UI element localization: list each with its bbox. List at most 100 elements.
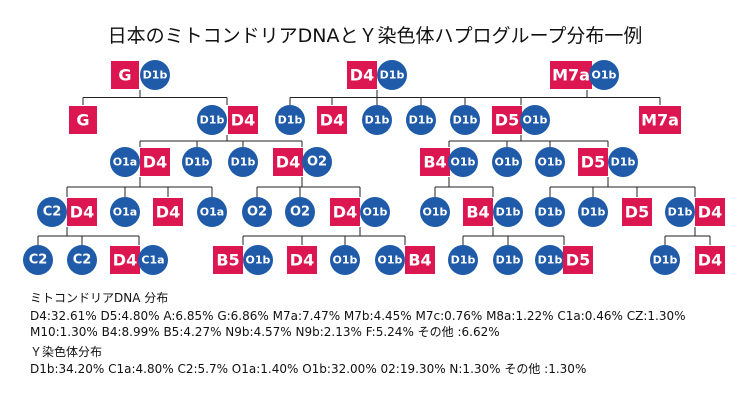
mt-line: D4:32.61% D5:4.80% A:6.85% G:6.86% M7a:7… bbox=[30, 309, 686, 323]
mtdna-square bbox=[405, 246, 435, 274]
y-label: O1b bbox=[495, 156, 520, 169]
y-label: O1b bbox=[333, 254, 358, 267]
edge bbox=[664, 227, 711, 245]
y-circle bbox=[285, 197, 315, 227]
edge bbox=[82, 90, 228, 105]
y-circle bbox=[406, 105, 436, 135]
mtdna-label: B4 bbox=[466, 203, 489, 222]
mtdna-label: G bbox=[76, 111, 89, 130]
mtdna-label: D4 bbox=[143, 153, 167, 172]
y-label: O1b bbox=[246, 254, 271, 267]
mtdna-square bbox=[639, 106, 681, 134]
mtdna-label: D4 bbox=[231, 111, 255, 130]
y-label: C2 bbox=[29, 253, 48, 268]
mtdna-square bbox=[550, 61, 592, 89]
y-label: C1a bbox=[141, 254, 164, 267]
title: 日本のミトコンドリアDNAとＹ染色体ハプログループ分布一例 bbox=[108, 25, 643, 47]
mtdna-square bbox=[330, 198, 360, 226]
mtdna-square bbox=[347, 61, 377, 89]
mtdna-square bbox=[153, 198, 183, 226]
mtdna-square bbox=[463, 198, 493, 226]
mt-line: M10:1.30% B4:8.99% B5:4.27% N9b:4.57% N9… bbox=[30, 325, 500, 339]
y-circle bbox=[665, 197, 695, 227]
y-circle bbox=[535, 245, 565, 275]
y-label: D1b bbox=[653, 254, 678, 267]
y-label: O2 bbox=[290, 205, 310, 220]
y-circle bbox=[377, 60, 407, 90]
y-label: O1b bbox=[451, 156, 476, 169]
y-label: C2 bbox=[73, 253, 92, 268]
edge bbox=[289, 90, 522, 105]
y-circle bbox=[578, 197, 608, 227]
y-circle bbox=[493, 197, 523, 227]
mtdna-label: D4 bbox=[320, 111, 344, 130]
mtdna-label: D4 bbox=[333, 203, 357, 222]
y-label: O1b bbox=[538, 156, 563, 169]
y-circle bbox=[448, 147, 478, 177]
y-circle bbox=[450, 105, 480, 135]
mtdna-square bbox=[228, 106, 258, 134]
y-label: D1b bbox=[668, 206, 693, 219]
y-label: D1b bbox=[143, 69, 168, 82]
edge bbox=[520, 90, 661, 105]
y-circle bbox=[535, 197, 565, 227]
y-circle bbox=[275, 105, 305, 135]
y-heading: Ｙ染色体分布 bbox=[30, 344, 102, 359]
y-circle bbox=[67, 245, 97, 275]
y-label: D1b bbox=[278, 114, 303, 127]
mtdna-label: D4 bbox=[70, 203, 94, 222]
mt-heading: ミトコンドリアDNA 分布 bbox=[30, 291, 168, 305]
y-label: D1b bbox=[496, 206, 521, 219]
y-circle bbox=[23, 245, 53, 275]
mtdna-square bbox=[140, 148, 170, 176]
mtdna-label: D4 bbox=[113, 251, 137, 270]
y-label: D1b bbox=[611, 156, 636, 169]
mtdna-label: D4 bbox=[350, 66, 374, 85]
y-circle bbox=[197, 197, 227, 227]
mtdna-square bbox=[695, 246, 725, 274]
y-label: D1b bbox=[200, 114, 225, 127]
mtdna-label: D4 bbox=[156, 203, 180, 222]
mtdna-label: D4 bbox=[698, 203, 722, 222]
edge bbox=[549, 177, 696, 197]
mtdna-square bbox=[213, 246, 243, 274]
y-circle bbox=[493, 245, 523, 275]
y-label: O1b bbox=[592, 69, 617, 82]
y-label: O1a bbox=[113, 206, 137, 219]
y-circle bbox=[110, 147, 140, 177]
y-label: O1a bbox=[200, 206, 224, 219]
y-label: C2 bbox=[43, 205, 62, 220]
mtdna-square bbox=[578, 148, 608, 176]
y-circle bbox=[492, 147, 522, 177]
y-label: D1b bbox=[231, 156, 256, 169]
y-label: D1b bbox=[496, 254, 521, 267]
edge bbox=[37, 227, 140, 245]
mtdna-label: D4 bbox=[698, 251, 722, 270]
mtdna-label: D4 bbox=[290, 251, 314, 270]
y-label: O1b bbox=[378, 254, 403, 267]
mtdna-square bbox=[67, 198, 97, 226]
y-line: D1b:34.20% C1a:4.80% C2:5.7% O1a:1.40% O… bbox=[30, 362, 586, 376]
y-circle bbox=[420, 197, 450, 227]
y-circle bbox=[608, 147, 638, 177]
y-circle bbox=[197, 105, 227, 135]
y-label: D1b bbox=[538, 206, 563, 219]
y-circle bbox=[302, 147, 332, 177]
mtdna-label: B5 bbox=[216, 251, 239, 270]
y-circle bbox=[375, 245, 405, 275]
y-circle bbox=[448, 245, 478, 275]
y-label: D1b bbox=[538, 254, 563, 267]
mtdna-label: D5 bbox=[566, 251, 590, 270]
mtdna-square bbox=[111, 61, 139, 89]
y-circle bbox=[330, 245, 360, 275]
y-label: O1a bbox=[113, 156, 137, 169]
y-label: D1b bbox=[581, 206, 606, 219]
y-circle bbox=[138, 245, 168, 275]
mtdna-label: B4 bbox=[408, 251, 431, 270]
mtdna-label: D5 bbox=[495, 111, 519, 130]
mtdna-label: D5 bbox=[581, 153, 605, 172]
y-label: D1b bbox=[451, 254, 476, 267]
mtdna-square bbox=[287, 246, 317, 274]
